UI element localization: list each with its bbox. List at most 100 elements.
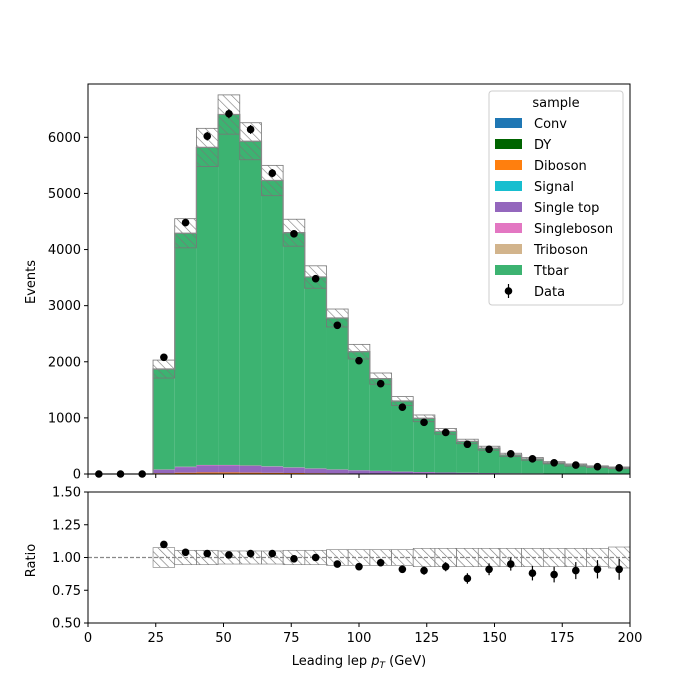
data-point xyxy=(225,109,233,118)
bar-ttbar xyxy=(283,232,305,468)
legend-swatch xyxy=(495,244,522,254)
x-tick-label: 75 xyxy=(283,631,300,646)
data-point xyxy=(572,461,580,469)
ratio-y-tick-label: 1.25 xyxy=(52,518,81,533)
legend-label: Triboson xyxy=(533,243,588,258)
y-tick-label: 5000 xyxy=(48,187,81,202)
bar-single-top xyxy=(196,465,219,473)
bar-ttbar xyxy=(543,462,565,474)
legend-label: DY xyxy=(534,138,551,153)
stack-outline xyxy=(88,113,630,475)
bar-single-top xyxy=(283,467,305,473)
ratio-point xyxy=(333,560,342,568)
legend-swatch xyxy=(495,118,522,128)
ratio-point xyxy=(311,553,320,562)
bar-diboson xyxy=(153,473,175,474)
bar-diboson xyxy=(283,472,305,474)
bar-diboson xyxy=(304,473,327,474)
ratio-point xyxy=(485,565,493,574)
x-tick-label: 150 xyxy=(482,631,507,646)
bar-single-top xyxy=(413,472,435,474)
data-point xyxy=(268,169,277,178)
y-tick-label: 6000 xyxy=(48,131,81,146)
bar-single-top xyxy=(456,472,479,474)
bar-single-top xyxy=(218,465,240,473)
bar-diboson xyxy=(196,472,219,474)
ratio-point xyxy=(203,549,212,558)
x-tick-label: 25 xyxy=(147,631,164,646)
bar-single-top xyxy=(369,471,392,474)
bar-ttbar xyxy=(218,114,240,465)
x-axis-title: Leading lep pT (GeV) xyxy=(292,654,426,671)
bar-ttbar xyxy=(499,454,522,474)
ratio-y-tick-label: 1.50 xyxy=(52,486,81,501)
legend-data-marker xyxy=(504,287,513,295)
x-tick-label: 200 xyxy=(618,631,643,646)
data-point xyxy=(160,353,168,362)
y-axis-title: Events xyxy=(24,260,39,304)
ratio-point xyxy=(506,560,515,568)
bar-ttbar xyxy=(478,448,500,473)
ratio-point xyxy=(550,570,558,579)
y-tick-label: 1000 xyxy=(48,411,81,426)
ratio-y-tick-label: 0.50 xyxy=(52,617,81,632)
x-tick-label: 50 xyxy=(215,631,232,646)
ratio-point xyxy=(420,566,428,575)
data-point xyxy=(441,428,450,437)
ratio-y-tick-label: 0.75 xyxy=(52,584,81,599)
data-point xyxy=(333,321,342,330)
data-point xyxy=(290,230,298,238)
x-tick-label: 100 xyxy=(347,631,372,646)
legend-swatch xyxy=(495,202,522,212)
legend-label: Data xyxy=(534,285,565,300)
bar-single-top xyxy=(174,467,197,473)
bar-diboson xyxy=(261,472,284,474)
x-axis-title-symbol: p xyxy=(370,654,379,669)
legend-swatch xyxy=(495,223,522,233)
bar-single-top xyxy=(326,469,349,474)
data-point xyxy=(398,403,407,412)
legend-label: Single top xyxy=(534,201,599,216)
bar-ttbar xyxy=(261,180,284,467)
y-tick-label: 3000 xyxy=(48,299,81,314)
ratio-point xyxy=(160,540,168,549)
legend-swatch xyxy=(495,265,522,275)
legend-swatch xyxy=(495,181,522,191)
data-point xyxy=(376,379,385,388)
legend-swatch xyxy=(495,160,522,170)
ratio-point xyxy=(398,565,407,574)
bar-single-top xyxy=(391,471,414,474)
data-point xyxy=(311,274,320,283)
data-point xyxy=(203,132,212,140)
main-panel: 0 1000 2000 3000 4000 5000 6000 Events xyxy=(24,83,631,483)
bar-single-top xyxy=(239,465,262,473)
bar-ttbar xyxy=(174,233,197,467)
ratio-point xyxy=(441,562,450,571)
ratio-point xyxy=(290,555,298,563)
bar-ttbar xyxy=(564,465,587,474)
x-tick-label: 125 xyxy=(414,631,439,646)
ratio-y-tick-label: 1.00 xyxy=(52,551,81,566)
data-point xyxy=(355,356,363,365)
data-point xyxy=(506,449,515,458)
bar-ttbar xyxy=(369,378,392,471)
data-point xyxy=(181,218,190,227)
legend-swatch xyxy=(495,139,522,149)
ratio-point xyxy=(593,565,602,574)
ratio-point xyxy=(463,574,472,583)
data-point xyxy=(420,418,428,427)
bar-ttbar xyxy=(434,431,457,473)
bar-diboson xyxy=(218,472,240,474)
bar-diboson xyxy=(239,472,262,474)
ratio-point xyxy=(181,548,190,557)
bar-ttbar xyxy=(304,277,327,469)
legend-label: Diboson xyxy=(534,159,587,174)
legend-box xyxy=(488,90,624,306)
ratio-point xyxy=(528,569,537,578)
bar-single-top xyxy=(261,466,284,473)
bar-ttbar xyxy=(521,458,544,474)
data-point xyxy=(246,125,255,134)
ratio-y-axis-title: Ratio xyxy=(24,544,39,577)
data-point xyxy=(550,458,558,467)
